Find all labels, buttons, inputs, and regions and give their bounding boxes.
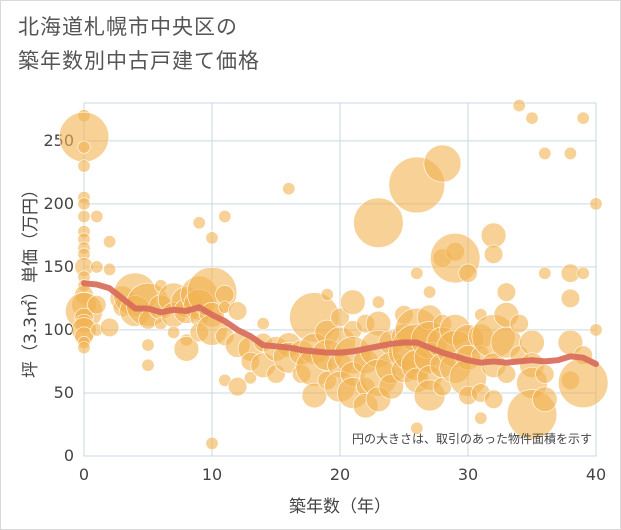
bubble-point (58, 111, 110, 163)
chart-title: 北海道札幌市中央区の 築年数別中古戸建て価格 (18, 10, 260, 78)
bubble-point (474, 411, 488, 425)
bubble-point (484, 389, 504, 409)
bubble-point (563, 146, 577, 160)
bubble-point (576, 111, 590, 125)
bubble-point (496, 364, 517, 384)
bubble-point (509, 314, 529, 334)
bubble-point (99, 317, 120, 338)
bubble-point (103, 262, 117, 276)
bubble-point (77, 140, 91, 154)
bubble-point (576, 266, 590, 280)
bubble-point (371, 295, 385, 309)
y-tick-label: 50 (54, 383, 74, 402)
bubble-point (77, 197, 91, 211)
bubbles (58, 99, 609, 450)
bubble-point (205, 436, 219, 450)
bubble-point (90, 209, 104, 223)
bubble-point (77, 159, 91, 173)
bubble-point (496, 282, 517, 302)
bubble-point (90, 260, 104, 274)
bubble-point (228, 377, 248, 397)
bubble-point (558, 357, 609, 408)
bubble-point (340, 289, 366, 315)
x-tick-label: 0 (79, 465, 89, 484)
bubble-point (320, 288, 334, 302)
bubble-point (141, 338, 155, 352)
bubble-point (423, 285, 437, 299)
bubble-point (103, 235, 117, 249)
trend-line (81, 280, 599, 367)
bubble-point (410, 266, 424, 280)
bubble-point (77, 341, 91, 355)
bubble-point (560, 288, 581, 309)
bubble-point (243, 371, 257, 385)
x-tick-label: 10 (202, 465, 222, 484)
y-axis-label: 坪（3.3㎡）単価（万円） (21, 181, 41, 378)
bubble-point (87, 295, 107, 315)
y-tick-label: 100 (43, 320, 74, 339)
x-axis-label: 築年数（年） (289, 497, 391, 517)
x-tick-label: 40 (586, 465, 606, 484)
bubble-point (538, 266, 552, 280)
y-tick-label: 200 (43, 194, 74, 213)
chart-title-line-2: 築年数別中古戸建て価格 (18, 49, 260, 73)
chart-title-line-1: 北海道札幌市中央区の (18, 15, 238, 39)
bubble-point (167, 325, 181, 339)
bubble-point (173, 336, 200, 362)
x-tick-label: 20 (330, 465, 350, 484)
bubble-point (423, 144, 462, 183)
bubble-point (458, 263, 478, 283)
bubble-point (519, 329, 545, 356)
bubble-point (589, 323, 603, 337)
bubble-point (218, 209, 232, 223)
bubble-point (353, 197, 404, 248)
bubble-point (484, 244, 504, 264)
bubble-point (77, 209, 91, 223)
bubble-point (228, 301, 248, 321)
x-tick-label: 30 (458, 465, 478, 484)
bubble-point (538, 146, 552, 160)
bubble-point (301, 382, 328, 409)
bubble-point (525, 111, 539, 125)
bubble-point (410, 421, 424, 435)
bubble-point (512, 99, 526, 113)
y-tick-label: 0 (64, 446, 74, 465)
bubble-point (532, 386, 558, 412)
trend-line-group (81, 280, 599, 367)
bubble-size-note: 円の大きさは、取引のあった物件面積を示す (352, 431, 592, 446)
bubble-point (480, 222, 507, 249)
bubble-point (205, 231, 219, 245)
bubble-point (256, 317, 270, 331)
bubble-point (330, 307, 350, 327)
bubble-point (282, 182, 296, 196)
bubble-point (535, 364, 555, 384)
bubble-point (589, 197, 603, 211)
y-tick-label: 150 (43, 257, 74, 276)
bubble-point (192, 216, 206, 230)
bubble-point (141, 358, 155, 372)
